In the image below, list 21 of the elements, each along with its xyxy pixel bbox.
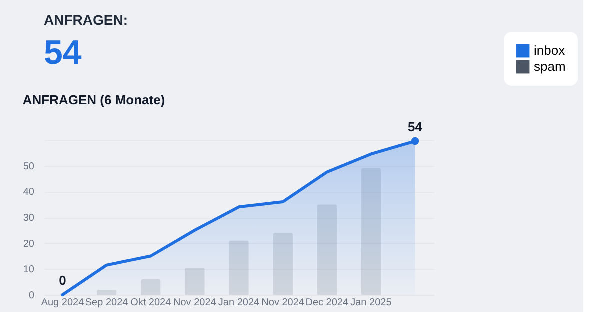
x-tick-label: Jan 2025 [350,298,392,308]
x-tick-label: Aug 2024 [41,298,85,308]
x-tick-label: Nov 2024 [174,298,217,308]
text: 54 [44,34,82,72]
chart-title: ANFRAGEN (6 Monate) [22,92,166,108]
legend-label: inbox [534,43,566,58]
x-tick-label: Nov 2024 [262,298,305,308]
y-tick-label: 40 [23,187,35,198]
legend-label: spam [534,59,566,74]
x-tick-label: Okt 2024 [130,298,172,308]
x-tick-label: Dec 2024 [306,298,349,308]
text: 54 [408,119,424,134]
y-tick-label: 50 [23,161,35,172]
text: ANFRAGEN: [44,12,128,28]
x-tick-label: Jan 2024 [218,298,260,308]
data-label: 0 [59,273,66,288]
y-tick-label: 0 [28,290,35,302]
y-tick-label: 30 [23,213,35,224]
y-tick-label: 10 [23,264,35,276]
y-tick-label: 20 [23,238,35,250]
x-tick-label: Sep 2024 [85,298,129,308]
